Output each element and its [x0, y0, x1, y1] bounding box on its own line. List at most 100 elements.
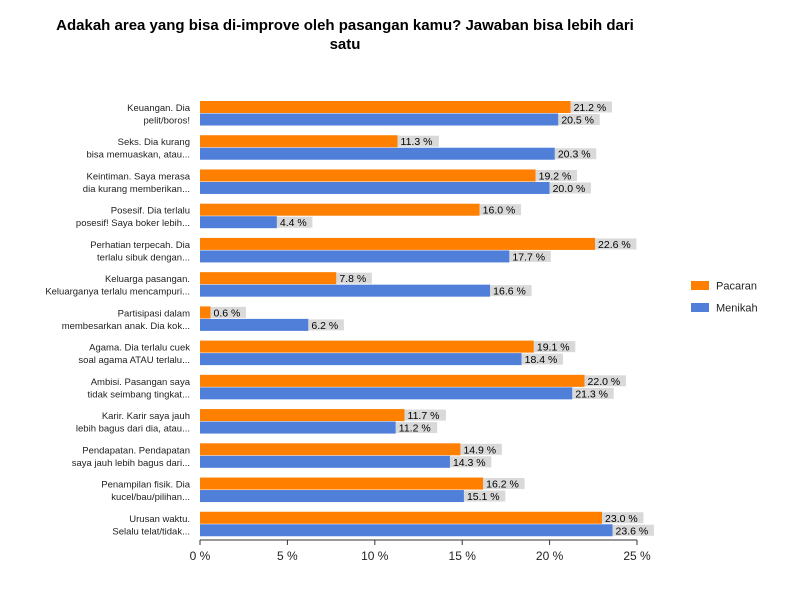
value-label: 16.6 %	[493, 286, 526, 298]
value-label: 14.9 %	[463, 444, 496, 456]
category-label: Posesif. Dia terlalu	[111, 206, 190, 217]
value-label-bg	[483, 478, 525, 490]
value-label-bg	[521, 353, 564, 365]
value-label-bg	[449, 456, 492, 468]
category-label: membesarkan anak. Dia kok...	[62, 321, 190, 332]
category-label: Urusan waktu.	[129, 514, 190, 525]
category-label: posesif! Saya boker lebih...	[76, 218, 190, 229]
bar-pacaran	[200, 511, 603, 524]
value-label: 16.2 %	[486, 479, 519, 491]
category-label: Perhatian terpecah. Dia	[90, 240, 191, 251]
bar-menikah	[200, 490, 464, 503]
category-label: Keintiman. Saya merasa	[87, 171, 191, 182]
value-label-bg	[509, 250, 551, 262]
x-tick-label: 5 %	[277, 549, 298, 563]
bar-pacaran	[200, 306, 211, 319]
bar-pacaran	[200, 203, 480, 216]
category-label: Ambisi. Pasangan saya	[91, 377, 191, 388]
x-tick-label: 25 %	[623, 549, 651, 563]
category-label: tidak seimbang tingkat...	[88, 389, 190, 400]
value-label: 20.0 %	[553, 183, 586, 195]
value-label-bg	[395, 422, 438, 434]
value-label: 20.5 %	[561, 115, 594, 127]
value-label: 6.2 %	[311, 320, 338, 332]
bar-pacaran	[200, 477, 484, 490]
value-label: 21.2 %	[574, 102, 607, 114]
value-label: 11.7 %	[408, 410, 440, 422]
bar-menikah	[200, 353, 522, 366]
value-label-bg	[479, 204, 522, 216]
value-label-bg	[535, 169, 578, 181]
bar-pacaran	[200, 237, 596, 250]
value-label-bg	[549, 182, 591, 194]
legend-label-pacaran: Pacaran	[716, 281, 757, 293]
category-label: bisa memuaskan, atau...	[87, 150, 191, 161]
value-label: 4.4 %	[280, 217, 307, 229]
value-label-bg	[397, 135, 439, 147]
bar-menikah	[200, 250, 510, 263]
value-label-bg	[554, 148, 597, 160]
category-label: Agama. Dia terlalu cuek	[89, 343, 190, 354]
value-label-bg	[572, 387, 614, 399]
bar-menikah	[200, 421, 396, 434]
value-label-bg	[570, 101, 612, 113]
value-label-bg	[276, 216, 313, 228]
value-label: 7.8 %	[339, 273, 366, 285]
value-label: 22.0 %	[588, 376, 621, 388]
bar-pacaran	[200, 101, 571, 113]
value-label: 23.6 %	[616, 525, 649, 537]
category-label: pelit/boros!	[144, 116, 190, 127]
bar-pacaran	[200, 443, 461, 456]
value-label: 17.7 %	[512, 251, 545, 263]
category-label: Partisipasi dalam	[118, 308, 190, 319]
bar-menikah	[200, 147, 555, 160]
value-label-bg	[558, 114, 600, 125]
value-label: 18.4 %	[525, 354, 558, 366]
chart-title: Adakah area yang bisa di-improve oleh pa…	[56, 17, 634, 53]
value-label-bg	[612, 524, 654, 536]
value-label-bg	[490, 285, 532, 297]
category-label: soal agama ATAU terlalu...	[78, 355, 190, 366]
value-label: 0.6 %	[213, 307, 240, 319]
value-label: 20.3 %	[558, 149, 591, 161]
value-label-bg	[336, 272, 372, 284]
x-tick-label: 0 %	[190, 549, 211, 563]
bar-pacaran	[200, 135, 398, 148]
legend-swatch-pacaran	[691, 281, 709, 290]
value-label-bg	[210, 306, 246, 318]
category-label: Karir. Karir saya jauh	[102, 411, 190, 422]
value-label-bg	[460, 443, 502, 455]
category-label: Penampilan fisik. Dia	[101, 480, 190, 491]
bar-menikah	[200, 318, 309, 331]
value-label: 19.2 %	[539, 170, 572, 182]
category-label: dia kurang memberikan...	[83, 184, 190, 195]
category-label: kucel/bau/pilihan...	[111, 492, 190, 503]
category-label: Pendapatan. Pendapatan	[82, 445, 190, 456]
category-label: lebih bagus dari dia, atau...	[76, 424, 190, 435]
category-label: Keluarganya terlalu mencampuri...	[45, 287, 190, 298]
bar-menikah	[200, 455, 450, 468]
value-label: 19.1 %	[537, 342, 570, 354]
x-tick-label: 15 %	[449, 549, 477, 563]
value-label-bg	[602, 512, 644, 524]
value-label: 23.0 %	[605, 513, 638, 525]
category-label: Keluarga pasangan.	[105, 274, 190, 285]
x-tick-label: 10 %	[361, 549, 389, 563]
bar-menikah	[200, 524, 613, 537]
value-label-bg	[308, 319, 344, 331]
bar-menikah	[200, 181, 550, 194]
category-label: Seks. Dia kurang	[118, 137, 190, 148]
bar-menikah	[200, 216, 277, 229]
category-label: terlalu sibuk dengan...	[97, 252, 190, 263]
value-label: 22.6 %	[598, 239, 631, 251]
value-label-bg	[533, 341, 576, 353]
bar-pacaran	[200, 374, 585, 387]
value-label: 11.2 %	[399, 423, 431, 435]
legend-label-menikah: Menikah	[716, 303, 758, 315]
bar-pacaran	[200, 169, 536, 182]
bar-pacaran	[200, 272, 337, 285]
value-label-bg	[463, 490, 506, 502]
value-label-bg	[595, 238, 637, 250]
bar-menikah	[200, 284, 491, 297]
